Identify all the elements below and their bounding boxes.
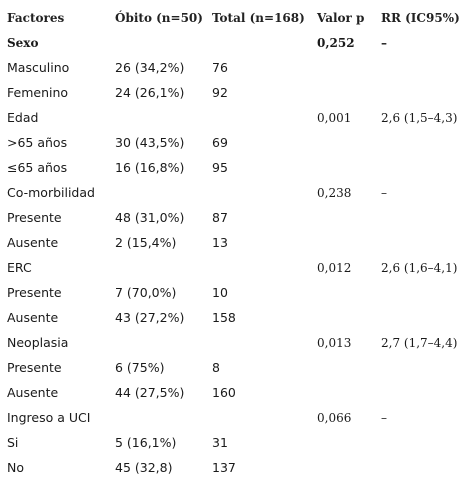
table-row-9-total-cell xyxy=(205,255,310,280)
table-row-9-obito-cell xyxy=(108,255,205,280)
table-row-5-obito-cell: 16 (16,8%) xyxy=(115,160,185,175)
table-row-2-obito-cell: 24 (26,1%) xyxy=(115,85,185,100)
table-row-1-p-value-cell xyxy=(310,55,374,80)
table-row-7-p-value-cell xyxy=(310,205,374,230)
table-row-14-factor-cell: Ausente xyxy=(7,385,59,400)
table-row-13-rr-cell xyxy=(374,355,475,380)
table-row-16-p-value-cell xyxy=(310,430,374,455)
table-row-2-p-value-cell xyxy=(310,80,374,105)
table-row-14-obito-cell: 44 (27,5%) xyxy=(115,385,185,400)
table-row-13-p-value-cell xyxy=(310,355,374,380)
table-row-8-rr-cell xyxy=(374,230,475,255)
table-row-12-factor-cell: Neoplasia xyxy=(7,335,69,350)
table-row-16-obito-cell: 5 (16,1%) xyxy=(115,435,177,450)
table-row-1-factor-cell: Masculino xyxy=(7,60,70,75)
table-row-16-rr-cell xyxy=(374,430,475,455)
table-row-4-p-value-cell xyxy=(310,130,374,155)
table-row-10-p-value-cell xyxy=(310,280,374,305)
table-row-6-rr-cell: – xyxy=(381,185,387,200)
table-row-9-rr-cell: 2,6 (1,6–4,1) xyxy=(381,260,458,275)
table-row-2-factor-cell: Femenino xyxy=(7,85,69,100)
table-row-1-rr-cell xyxy=(374,55,475,80)
table-row-15-obito-cell xyxy=(108,405,205,430)
table-row-15-p-value-cell: 0,066 xyxy=(317,410,352,425)
table-row-6-obito-cell xyxy=(108,180,205,205)
table-row-17-total-cell: 137 xyxy=(212,460,236,475)
table-row-15-rr-cell: – xyxy=(381,410,387,425)
table-row-12-total-cell xyxy=(205,330,310,355)
table-row-10-rr-cell xyxy=(374,280,475,305)
table-row-13-obito-cell: 6 (75%) xyxy=(115,360,165,375)
table-row-15-total-cell xyxy=(205,405,310,430)
table-row-8-obito-cell: 2 (15,4%) xyxy=(115,235,177,250)
table-row-3-p-value-cell: 0,001 xyxy=(317,110,352,125)
table-row-5-p-value-cell xyxy=(310,155,374,180)
table-row-3-rr-cell: 2,6 (1,5–4,3) xyxy=(381,110,458,125)
table-row-12-rr-cell: 2,7 (1,7–4,4) xyxy=(381,335,458,350)
table-row-6-total-cell xyxy=(205,180,310,205)
table-row-3-factor-cell: Edad xyxy=(7,110,39,125)
table-row-16-factor-cell: Si xyxy=(7,435,19,450)
table-row-5-factor-cell: ≤65 años xyxy=(7,160,68,175)
table-row-0-rr-cell: – xyxy=(381,35,387,50)
table-row-11-obito-cell: 43 (27,2%) xyxy=(115,310,185,325)
table-row-17-factor-cell: No xyxy=(7,460,24,475)
table-row-0-factor-cell: Sexo xyxy=(7,35,39,50)
header-factores: Factores xyxy=(7,10,65,25)
table-row-7-total-cell: 87 xyxy=(212,210,228,225)
table-row-0-obito-cell xyxy=(108,30,205,55)
table-row-10-obito-cell: 7 (70,0%) xyxy=(115,285,177,300)
table-row-14-p-value-cell xyxy=(310,380,374,405)
table-row-17-obito-cell: 45 (32,8) xyxy=(115,460,173,475)
table-row-7-factor-cell: Presente xyxy=(7,210,62,225)
table-row-3-obito-cell xyxy=(108,105,205,130)
table-row-4-total-cell: 69 xyxy=(212,135,228,150)
table-row-13-factor-cell: Presente xyxy=(7,360,62,375)
table-row-4-obito-cell: 30 (43,5%) xyxy=(115,135,185,150)
header-obito: Óbito (n=50) xyxy=(115,10,203,25)
table-row-17-p-value-cell xyxy=(310,455,374,480)
header-total: Total (n=168) xyxy=(212,10,305,25)
table-row-13-total-cell: 8 xyxy=(212,360,220,375)
table-row-0-total-cell xyxy=(205,30,310,55)
table-row-15-factor-cell: Ingreso a UCI xyxy=(7,410,91,425)
table-row-11-p-value-cell xyxy=(310,305,374,330)
table-row-9-factor-cell: ERC xyxy=(7,260,32,275)
table-row-8-p-value-cell xyxy=(310,230,374,255)
table-row-12-obito-cell xyxy=(108,330,205,355)
table-row-2-total-cell: 92 xyxy=(212,85,228,100)
table-row-14-rr-cell xyxy=(374,380,475,405)
table-row-14-total-cell: 160 xyxy=(212,385,236,400)
table-row-11-total-cell: 158 xyxy=(212,310,236,325)
table-row-2-rr-cell xyxy=(374,80,475,105)
header-rr: RR (IC95%) xyxy=(381,10,460,25)
table-row-11-factor-cell: Ausente xyxy=(7,310,59,325)
table-row-17-rr-cell xyxy=(374,455,475,480)
table-row-1-total-cell: 76 xyxy=(212,60,228,75)
table-row-6-p-value-cell: 0,238 xyxy=(317,185,352,200)
table-row-9-p-value-cell: 0,012 xyxy=(317,260,352,275)
table-row-10-total-cell: 10 xyxy=(212,285,228,300)
header-valor-p: Valor p xyxy=(317,10,365,25)
table-row-4-factor-cell: >65 años xyxy=(7,135,68,150)
table-row-4-rr-cell xyxy=(374,130,475,155)
table-row-10-factor-cell: Presente xyxy=(7,285,62,300)
table-row-7-rr-cell xyxy=(374,205,475,230)
table-row-8-total-cell: 13 xyxy=(212,235,228,250)
table-row-1-obito-cell: 26 (34,2%) xyxy=(115,60,185,75)
table-row-0-p-value-cell: 0,252 xyxy=(317,35,355,50)
table-row-16-total-cell: 31 xyxy=(212,435,228,450)
table-row-8-factor-cell: Ausente xyxy=(7,235,59,250)
table-row-7-obito-cell: 48 (31,0%) xyxy=(115,210,185,225)
table-row-11-rr-cell xyxy=(374,305,475,330)
table-row-6-factor-cell: Co-morbilidad xyxy=(7,185,95,200)
table-row-5-total-cell: 95 xyxy=(212,160,228,175)
table-row-3-total-cell xyxy=(205,105,310,130)
table-row-12-p-value-cell: 0,013 xyxy=(317,335,352,350)
table-row-5-rr-cell xyxy=(374,155,475,180)
